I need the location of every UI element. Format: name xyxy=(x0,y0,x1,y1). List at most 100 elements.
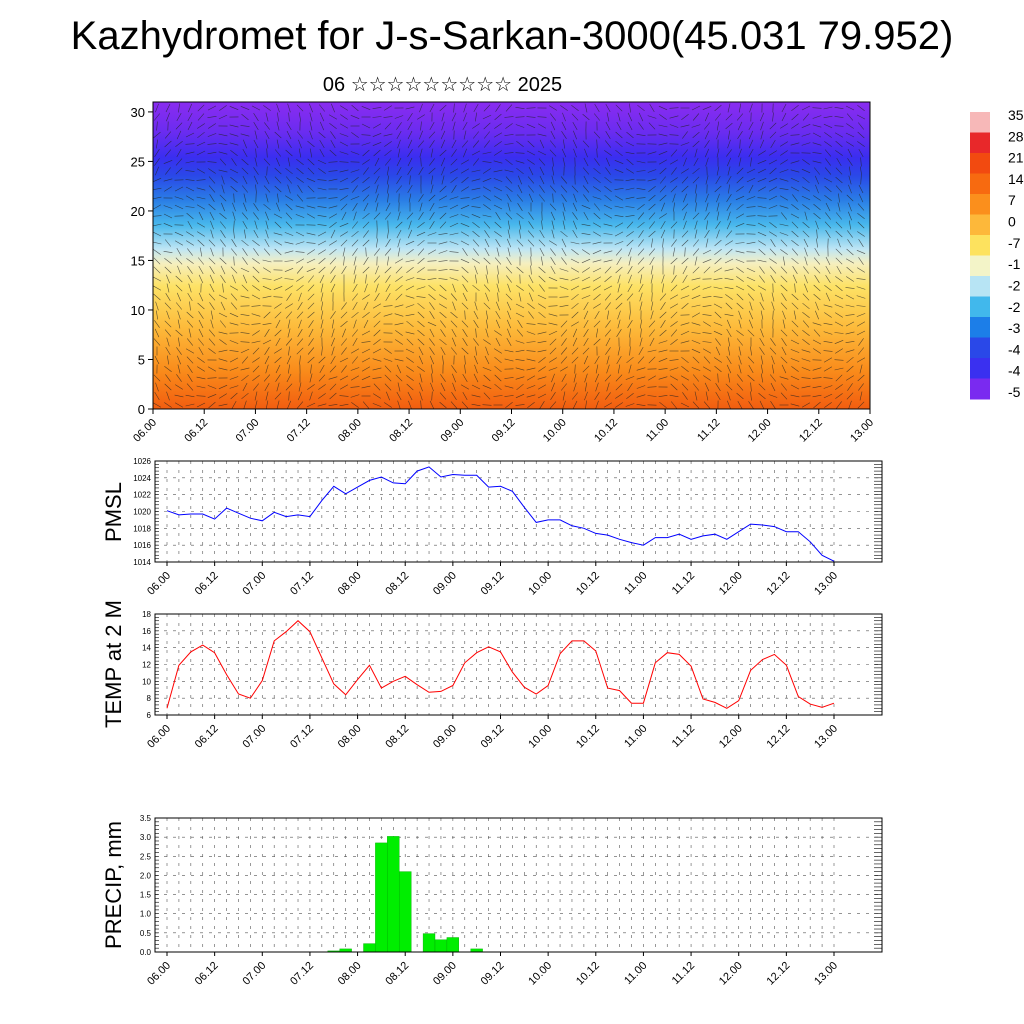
wind-barb xyxy=(320,310,324,320)
wind-barb xyxy=(439,221,447,229)
wind-barb xyxy=(483,204,491,210)
x-tick-label: 11.12 xyxy=(670,570,697,597)
wind-barb xyxy=(296,284,304,292)
wind-barb xyxy=(265,220,269,230)
x-tick-label: 06.12 xyxy=(193,960,221,988)
wind-barb xyxy=(582,167,590,175)
wind-barb xyxy=(319,121,325,131)
wind-barb xyxy=(527,402,535,408)
wind-barb xyxy=(353,274,357,284)
wind-barb xyxy=(779,205,789,209)
wind-barb xyxy=(218,331,228,335)
wind-barb xyxy=(350,151,360,155)
wind-barb xyxy=(581,205,591,209)
wind-barb xyxy=(505,158,513,166)
wind-barb xyxy=(662,283,664,293)
wind-barb xyxy=(680,285,690,291)
wind-barb xyxy=(461,266,469,274)
wind-barb xyxy=(251,294,261,300)
wind-barb xyxy=(451,365,457,373)
wind-barb xyxy=(604,275,612,283)
wind-barb xyxy=(419,202,423,212)
wind-barb xyxy=(856,114,866,120)
wind-barb xyxy=(176,247,182,257)
wind-barb xyxy=(450,401,458,409)
wind-barb xyxy=(340,195,348,201)
wind-barb xyxy=(848,184,852,194)
wind-barb xyxy=(823,341,833,343)
wind-barb xyxy=(429,400,435,409)
wind-barb xyxy=(196,376,206,380)
wind-barb xyxy=(317,403,327,407)
wind-barb xyxy=(222,283,224,293)
colorbar-swatch xyxy=(970,358,990,379)
wind-barb xyxy=(705,202,709,212)
wind-barb xyxy=(218,349,228,353)
wind-barb xyxy=(420,121,422,131)
wind-barb xyxy=(361,123,371,129)
wind-barb xyxy=(694,391,698,401)
wind-barb xyxy=(471,187,481,191)
wind-barb xyxy=(835,185,843,193)
wind-barb xyxy=(218,367,228,371)
wind-barb xyxy=(540,256,544,266)
wind-barb xyxy=(702,341,712,343)
wind-barb xyxy=(561,121,567,131)
x-tick-label: 11.00 xyxy=(622,570,649,597)
wind-barb xyxy=(746,206,756,208)
wind-barb xyxy=(361,357,371,363)
wind-barb xyxy=(647,395,657,397)
wind-barb xyxy=(515,107,525,109)
wind-barb xyxy=(384,402,392,408)
wind-barb xyxy=(276,202,280,212)
wind-barb xyxy=(527,185,535,193)
wind-barb xyxy=(747,293,755,301)
wind-barb xyxy=(804,211,808,221)
wind-barb xyxy=(197,131,205,139)
wind-barb xyxy=(790,403,800,407)
wind-barb xyxy=(350,348,360,354)
wind-barb xyxy=(538,239,546,247)
wind-barb xyxy=(571,113,579,121)
wind-barb xyxy=(440,157,446,167)
wind-barb xyxy=(351,104,359,112)
wind-barb xyxy=(835,393,843,399)
wind-barb xyxy=(207,385,217,389)
wind-barb xyxy=(153,293,161,301)
wind-barb xyxy=(384,383,392,391)
wind-barb xyxy=(285,383,293,391)
wind-barb xyxy=(748,130,754,140)
wind-barb xyxy=(175,122,183,130)
wind-barb xyxy=(306,232,316,236)
wind-barb xyxy=(504,116,514,118)
wind-barb xyxy=(164,258,172,264)
wind-barb xyxy=(329,392,337,400)
wind-barb xyxy=(165,103,171,113)
wind-barb xyxy=(273,213,283,219)
wind-barb xyxy=(813,257,821,265)
wind-barb xyxy=(340,320,348,328)
wind-barb xyxy=(595,400,599,409)
wind-barb xyxy=(748,139,754,149)
wind-barb xyxy=(307,275,315,283)
x-tick-label: 08.12 xyxy=(383,960,411,988)
wind-barb xyxy=(318,249,326,255)
wind-barb xyxy=(156,121,158,131)
wind-barb xyxy=(253,212,259,220)
wind-barb xyxy=(823,123,833,129)
wind-barb xyxy=(768,394,778,398)
wind-barb xyxy=(284,241,294,245)
wind-barb xyxy=(812,124,822,128)
chart-title: Kazhydromet for J-s-Sarkan-3000(45.031 7… xyxy=(70,14,954,58)
wind-barb xyxy=(836,157,842,167)
wind-barb xyxy=(572,139,578,149)
wind-barb xyxy=(482,178,492,182)
wind-barb xyxy=(845,304,855,308)
wind-barb xyxy=(317,215,327,217)
wind-barb xyxy=(461,275,469,283)
wind-barb xyxy=(560,366,568,372)
wind-barb xyxy=(529,292,533,302)
wind-barb xyxy=(494,348,502,354)
wind-barb xyxy=(615,248,623,256)
wind-barb xyxy=(749,103,753,113)
